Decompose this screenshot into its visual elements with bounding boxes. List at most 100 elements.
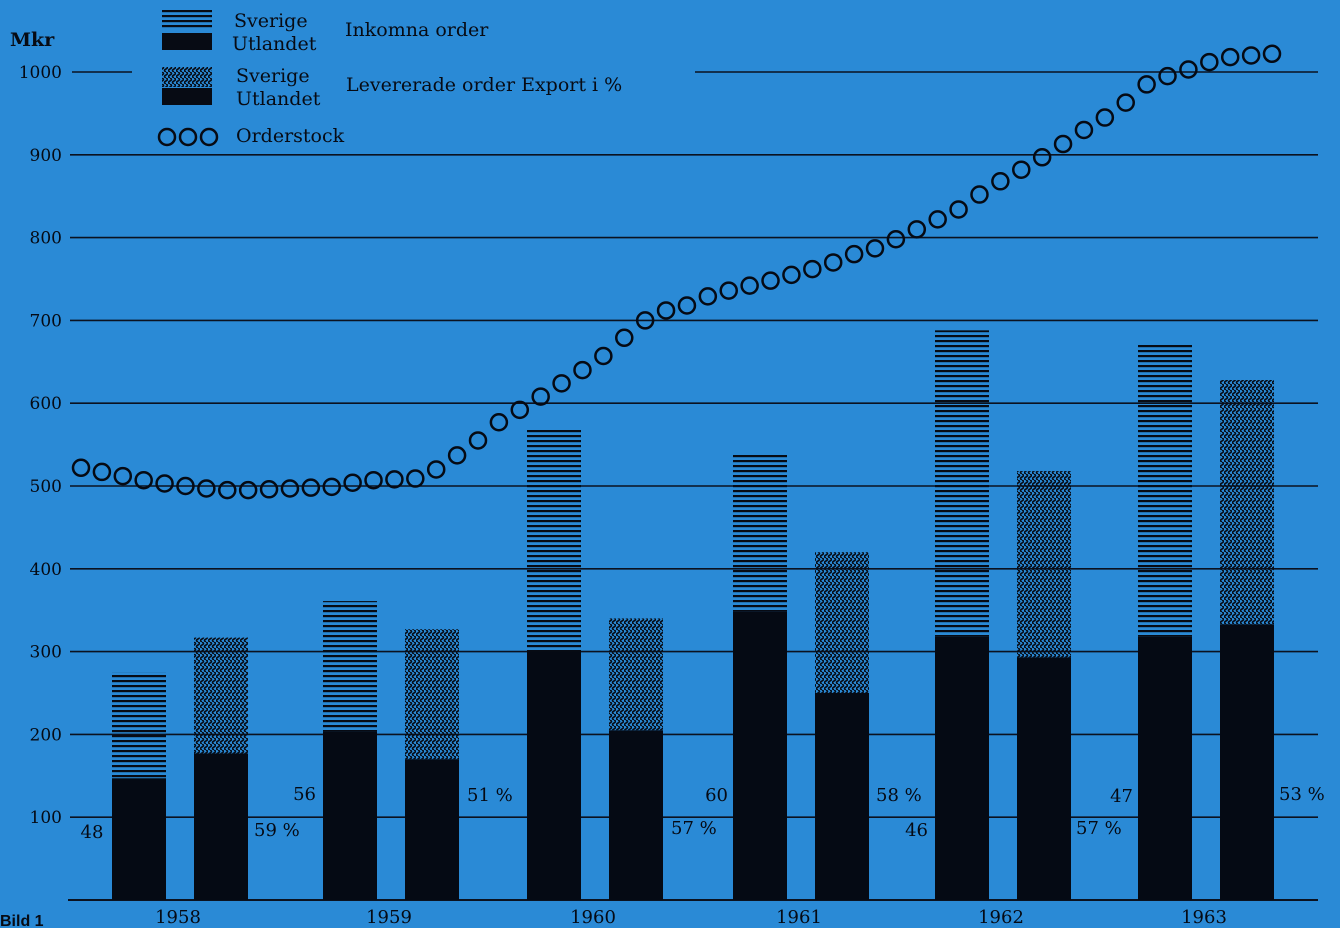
bar-incoming-utlandet (935, 636, 989, 900)
x-tick-label: 1962 (978, 907, 1024, 928)
orderstock-point (134, 470, 153, 490)
orderstock-point (782, 265, 801, 285)
bar-incoming-utlandet (1138, 636, 1192, 900)
orderstock-point (301, 478, 321, 497)
bar-incoming-utlandet (323, 731, 377, 900)
export-pct-label: 48 (81, 822, 104, 843)
orderstock-point (761, 271, 780, 290)
bar-delivered-utlandet (1220, 624, 1274, 900)
orderstock-point (364, 470, 383, 490)
legend-swatch-incoming-utlandet (162, 33, 212, 50)
orderstock-point (71, 458, 91, 478)
orderstock-point (573, 360, 592, 380)
legend-swatch-delivered-sverige (162, 67, 212, 87)
export-pct-label: 51 % (467, 785, 513, 806)
orderstock-point (322, 477, 341, 497)
legend-label-utlandet-2: Utlandet (236, 88, 321, 110)
bar-delivered-sverige (405, 629, 459, 760)
export-pct-label: 60 (705, 785, 728, 806)
orderstock-point (970, 185, 989, 204)
y-tick-label: 100 (30, 808, 62, 828)
bar-incoming-sverige (323, 601, 377, 732)
export-pct-label: 47 (1110, 786, 1133, 807)
orderstock-point (656, 301, 676, 320)
export-pct-label: 57 % (671, 818, 717, 839)
orderstock-point (1158, 66, 1177, 86)
bar-incoming-utlandet (112, 778, 166, 900)
orderstock-point (489, 412, 509, 432)
export-pct-label: 58 % (876, 785, 922, 806)
legend-swatch-incoming-sverige (162, 10, 212, 28)
bar-delivered-sverige (194, 637, 248, 754)
y-tick-label: 400 (30, 560, 62, 580)
orderstock-point (615, 328, 634, 348)
bar-incoming-sverige (1138, 342, 1192, 637)
orderstock-point (426, 460, 446, 479)
orderstock-point (1074, 120, 1094, 140)
orderstock-point (677, 296, 697, 315)
orderstock-point (510, 400, 530, 420)
orderstock-point (865, 239, 885, 258)
x-tick-label: 1960 (570, 907, 616, 928)
orderstock-point (280, 479, 300, 498)
orderstock-point (343, 473, 362, 492)
bar-incoming-sverige (733, 454, 787, 612)
orderstock-point (1053, 134, 1073, 154)
bar-delivered-sverige (1220, 380, 1274, 625)
export-pct-label: 57 % (1076, 818, 1122, 839)
orderstock-point (740, 276, 759, 295)
bars (112, 330, 1274, 900)
orderstock-point (698, 287, 718, 306)
orderstock-point (1032, 148, 1052, 167)
bar-incoming-utlandet (527, 651, 581, 900)
orderstock-point (886, 230, 906, 249)
y-tick-label: 900 (30, 146, 62, 166)
orderstock-point (385, 470, 404, 489)
figure-label: Bild 1 (0, 913, 44, 928)
y-tick-label: 500 (30, 477, 62, 497)
legend: Sverige Utlandet Inkomna order Sverige U… (157, 10, 622, 147)
orderstock-point (1262, 44, 1282, 64)
legend-label-utlandet: Utlandet (232, 33, 317, 55)
legend-marker-stock-1 (157, 127, 177, 147)
export-pct-label: 59 % (254, 820, 300, 841)
y-tick-label: 800 (30, 229, 62, 249)
legend-label-delivered: Levererade order Export i % (346, 74, 622, 96)
orderstock-point (218, 480, 237, 500)
y-tick-label: 300 (30, 643, 62, 663)
orderstock-point (1137, 75, 1156, 94)
bar-delivered-utlandet (1017, 657, 1071, 900)
orderstock-point (928, 210, 947, 229)
bar-incoming-utlandet (733, 611, 787, 900)
y-axis-ticks: 100 200 300 400 500 600 700 800 900 1000 (19, 63, 62, 828)
legend-label-stock: Orderstock (236, 125, 345, 147)
orderstock-point (949, 200, 968, 219)
export-percent-labels: 48 56 60 46 47 59 % 51 % 57 % 58 % 57 % 53 % (81, 784, 1325, 843)
orderstock-point (635, 311, 655, 330)
bar-delivered-sverige (1017, 471, 1071, 658)
bar-incoming-sverige (527, 429, 581, 652)
export-pct-label: 53 % (1279, 784, 1325, 805)
bar-delivered-utlandet (194, 753, 248, 900)
orderstock-point (1179, 60, 1198, 79)
orderstock-point (552, 374, 571, 393)
orderstock-point (594, 346, 613, 366)
bar-delivered-sverige (815, 552, 869, 693)
x-tick-label: 1959 (366, 907, 412, 928)
x-tick-label: 1958 (155, 907, 201, 928)
export-pct-label: 46 (905, 820, 928, 841)
orderstock-point (197, 479, 216, 498)
orderstock-point (1241, 46, 1261, 65)
orderstock-point (238, 480, 258, 500)
bar-incoming-sverige (935, 330, 989, 637)
bar-delivered-utlandet (815, 693, 869, 900)
legend-swatch-delivered-utlandet (162, 88, 212, 105)
orderstock-series (71, 44, 1282, 500)
orderstock-point (531, 387, 550, 406)
y-axis-label: Mkr (10, 29, 55, 51)
legend-label-sverige: Sverige (234, 10, 308, 32)
bar-delivered-sverige (609, 618, 663, 731)
orderstock-point (1116, 93, 1135, 112)
gridlines (68, 71, 1318, 901)
